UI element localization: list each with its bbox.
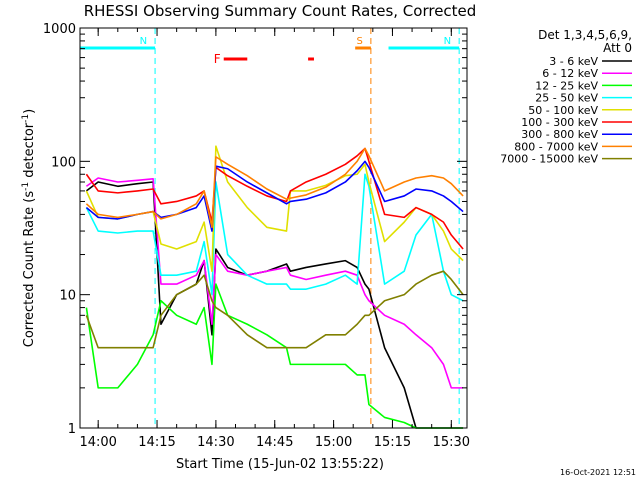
legend-label: 6 - 12 keV <box>542 67 598 80</box>
series-layer <box>85 145 464 429</box>
y-axis-label-sup-2: -1 <box>21 114 31 123</box>
legend-label: 50 - 100 keV <box>528 104 598 117</box>
footer-date: 16-Oct-2021 12:51 <box>560 468 636 477</box>
annotation-label: N <box>140 36 147 47</box>
y-axis-label-sup-1: -1 <box>21 182 31 191</box>
y-tick-label: 1 <box>68 422 76 437</box>
legend-label: 7000 - 15000 keV <box>500 153 598 166</box>
flare-flag-label: F <box>214 52 221 66</box>
series-line-2 <box>85 177 464 389</box>
series-line-9 <box>85 270 464 349</box>
annotation-label: N <box>444 36 451 47</box>
legend-label: 300 - 800 keV <box>521 128 598 141</box>
y-tick-label: 10 <box>59 289 76 304</box>
y-axis-label-end: ) <box>22 109 37 114</box>
series-line-1 <box>85 181 464 429</box>
x-tick-label: 14:00 <box>79 435 116 450</box>
annotation-label: S <box>357 36 363 47</box>
tick-layer: 14:00 14:15 14:30 14:45 15:00 15:15 15:30 1 10 10… <box>43 22 470 450</box>
x-tick-label: 15:00 <box>315 435 352 450</box>
plot-frame <box>79 27 468 429</box>
legend-header-line-1: Det 1,3,4,5,6,9, <box>538 28 632 42</box>
y-axis-label: Corrected Count Rate (s-1 detector-1) <box>21 109 37 347</box>
chart-title: RHESSI Observing Summary Count Rates, Co… <box>84 2 477 20</box>
y-tick-label: 100 <box>51 155 76 170</box>
legend-label: 800 - 7000 keV <box>514 140 598 153</box>
legend-header-line-2: Att 0 <box>603 41 632 55</box>
x-tick-label: 14:30 <box>197 435 234 450</box>
series-line-3 <box>85 283 464 429</box>
series-line-6 <box>85 147 464 250</box>
series-line-7 <box>85 160 464 232</box>
x-tick-label: 14:15 <box>138 435 175 450</box>
x-tick-label: 15:30 <box>433 435 470 450</box>
y-axis-label-main: Corrected Count Rate (s <box>22 191 37 348</box>
legend-label: 12 - 25 keV <box>535 79 598 92</box>
x-axis-label: Start Time (15-Jun-02 13:55:22) <box>176 457 384 472</box>
x-tick-label: 14:45 <box>256 435 293 450</box>
legend-label: 25 - 50 keV <box>535 92 598 105</box>
legend-label: 100 - 300 keV <box>521 116 598 129</box>
y-tick-label: 1000 <box>43 22 76 37</box>
legend-label: 3 - 6 keV <box>549 55 598 68</box>
series-line-4 <box>85 173 464 302</box>
series-line-8 <box>85 147 464 229</box>
x-tick-label: 15:15 <box>374 435 411 450</box>
series-line-5 <box>85 145 464 272</box>
y-axis-label-mid: detector <box>22 122 37 182</box>
